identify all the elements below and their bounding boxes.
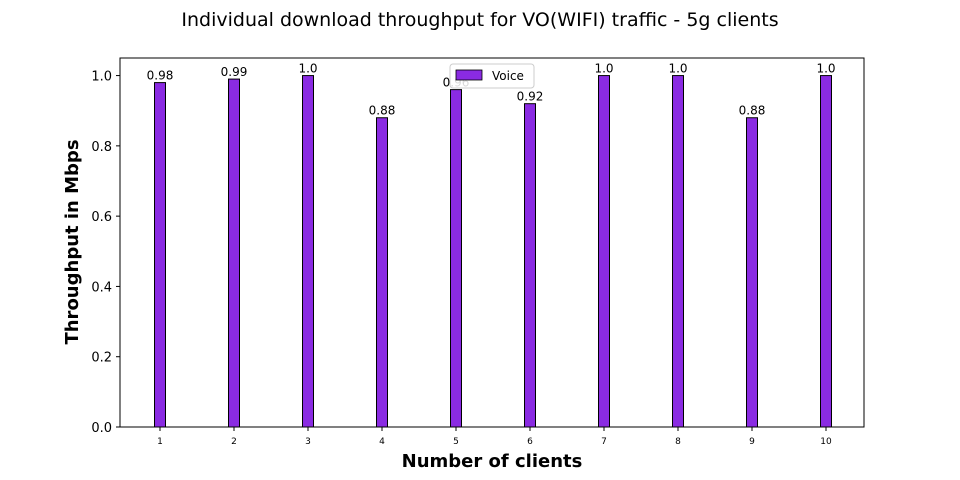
bar-5	[450, 89, 462, 428]
bar-8	[672, 75, 684, 428]
legend: Voice	[449, 63, 535, 89]
bar-2	[228, 78, 240, 428]
x-tick-label-2: 2	[231, 437, 237, 447]
x-tick-label-8: 8	[675, 437, 681, 447]
y-tick-label-0: 0.0	[91, 421, 112, 436]
data-label-9: 0.88	[739, 104, 766, 118]
y-tick-label-3: 0.6	[91, 210, 112, 225]
bar-1	[154, 82, 166, 428]
x-axis-label: Number of clients	[402, 451, 583, 472]
bar-7	[598, 75, 610, 428]
bar-9	[746, 117, 758, 428]
bar-4	[376, 117, 388, 428]
y-tick-label-4: 0.8	[91, 140, 112, 155]
data-label-8: 1.0	[668, 62, 687, 76]
x-tick-label-5: 5	[453, 437, 459, 447]
bar-6	[524, 103, 536, 428]
y-tick-label-5: 1.0	[91, 70, 112, 85]
data-label-2: 0.99	[221, 65, 248, 79]
x-axis: 1 2 3 4 5 6 7 8 9 10	[157, 427, 832, 447]
bar-10	[820, 75, 832, 428]
x-tick-label-3: 3	[305, 437, 311, 447]
x-tick-label-10: 10	[820, 437, 832, 447]
y-axis-label: Throughput in Mbps	[62, 139, 83, 344]
plot-frame	[119, 57, 865, 428]
data-label-4: 0.88	[369, 104, 396, 118]
y-tick-label-2: 0.4	[91, 280, 112, 295]
chart-title: Individual download throughput for VO(WI…	[181, 9, 778, 31]
legend-swatch	[455, 69, 483, 81]
y-axis: 0.0 0.2 0.4 0.6 0.8 1.0	[91, 70, 120, 436]
legend-label: Voice	[492, 69, 524, 83]
bar-3	[302, 75, 314, 428]
x-tick-label-7: 7	[601, 437, 607, 447]
data-label-10: 1.0	[816, 62, 835, 76]
x-tick-label-6: 6	[527, 437, 533, 447]
data-labels-group: 0.980.991.00.880.960.921.01.00.881.0	[147, 62, 836, 118]
data-label-7: 1.0	[594, 62, 613, 76]
data-label-6: 0.92	[517, 90, 544, 104]
data-label-1: 0.98	[147, 69, 174, 83]
y-tick-label-1: 0.2	[91, 351, 112, 366]
x-tick-label-4: 4	[379, 437, 385, 447]
data-label-3: 1.0	[298, 62, 317, 76]
x-tick-label-1: 1	[157, 437, 163, 447]
bars-group	[154, 75, 832, 428]
x-tick-label-9: 9	[749, 437, 755, 447]
